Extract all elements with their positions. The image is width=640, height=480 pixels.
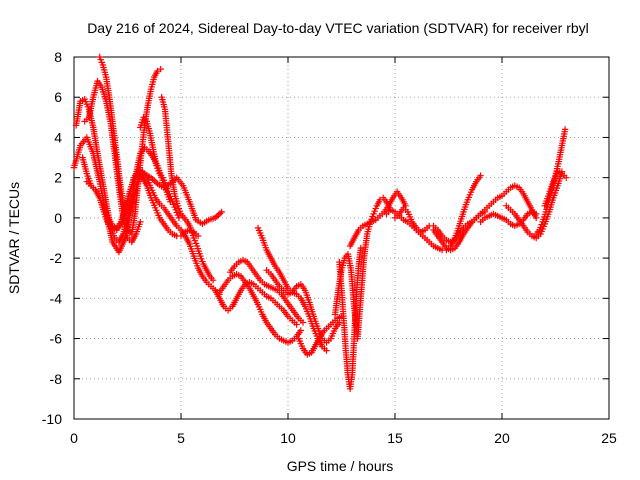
x-tick-label: 25: [601, 430, 617, 446]
y-tick-label: 6: [54, 89, 62, 105]
series-track-14: [295, 313, 345, 358]
series-track-16: [336, 244, 364, 392]
data-point-markers: [295, 313, 345, 358]
data-point-markers: [336, 244, 364, 392]
data-point-markers: [541, 168, 570, 209]
y-axis-label: SDTVAR / TECUs: [6, 182, 22, 294]
y-tick-label: 8: [54, 49, 62, 65]
y-tick-label: 0: [54, 210, 62, 226]
series-track-11: [227, 256, 307, 326]
series-track-17: [346, 188, 409, 250]
data-point-markers: [227, 256, 307, 326]
x-axis-label: GPS time / hours: [287, 458, 394, 474]
x-tick-label: 20: [494, 430, 510, 446]
series-track-6: [96, 53, 164, 238]
data-point-markers: [137, 114, 183, 222]
series-track-8: [158, 94, 217, 284]
data-point-markers: [96, 53, 164, 238]
data-point-markers: [430, 182, 540, 254]
y-tick-label: -2: [50, 250, 63, 266]
x-tick-label: 5: [177, 430, 185, 446]
chart-title: Day 216 of 2024, Sidereal Day-to-day VTE…: [87, 20, 589, 36]
y-tick-label: 2: [54, 170, 62, 186]
data-point-markers: [212, 279, 300, 328]
y-tick-label: -8: [50, 371, 63, 387]
y-tick-label: -6: [50, 331, 63, 347]
y-tick-label: -10: [42, 411, 62, 427]
series-track-20: [430, 182, 540, 254]
data-point-markers: [158, 94, 217, 284]
data-point-markers: [346, 188, 409, 250]
data-markers: [70, 53, 570, 392]
tick-labels: 0 5 10 15 20 25 -10 -8 -6 -4 -2 0 2 4 6 8: [42, 49, 617, 446]
x-tick-label: 10: [280, 430, 296, 446]
y-tick-label: -4: [50, 290, 63, 306]
x-tick-label: 0: [70, 430, 78, 446]
series-track-7: [137, 114, 183, 222]
series-track-24: [541, 168, 570, 209]
series-track-10: [212, 279, 300, 328]
x-tick-label: 15: [387, 430, 403, 446]
axis-ticks: [73, 56, 610, 420]
y-tick-label: 4: [54, 129, 62, 145]
plot-frame: [73, 56, 610, 420]
